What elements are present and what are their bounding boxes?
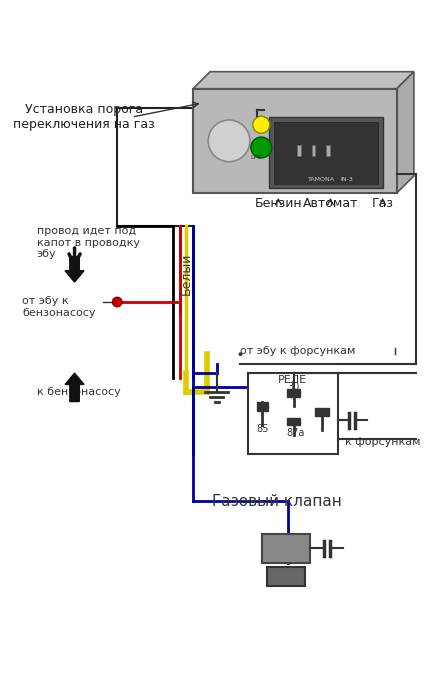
Bar <box>297 145 301 156</box>
Bar <box>267 567 305 586</box>
Circle shape <box>251 137 272 158</box>
Bar <box>193 89 397 193</box>
FancyArrow shape <box>65 373 84 401</box>
Text: провод идет под
капот в проводку
эбу: провод идет под капот в проводку эбу <box>37 226 139 259</box>
Circle shape <box>239 352 242 356</box>
Text: к форсункам: к форсункам <box>345 437 420 447</box>
Bar <box>287 389 300 397</box>
Text: IN-3: IN-3 <box>340 177 353 181</box>
Text: от эбу к форсункам: от эбу к форсункам <box>240 346 356 356</box>
Text: от эбу к
бензонасосу: от эбу к бензонасосу <box>23 296 96 318</box>
Text: РЕЛЕ: РЕЛЕ <box>278 374 307 385</box>
Text: Установка порога
переключения на газ: Установка порога переключения на газ <box>13 103 155 131</box>
Text: Газ: Газ <box>372 197 394 211</box>
Text: к бензонасосу: к бензонасосу <box>37 387 120 397</box>
Circle shape <box>113 297 122 307</box>
Text: 30: 30 <box>288 382 300 392</box>
Circle shape <box>208 120 250 162</box>
Bar <box>274 122 378 183</box>
Text: 87а: 87а <box>286 428 304 437</box>
Text: 85: 85 <box>256 424 268 434</box>
Circle shape <box>253 116 270 133</box>
Bar <box>315 408 329 416</box>
Bar <box>269 117 383 188</box>
Bar <box>287 418 300 425</box>
Polygon shape <box>193 72 414 89</box>
Polygon shape <box>397 72 414 193</box>
Bar <box>256 401 268 411</box>
Bar <box>248 373 338 454</box>
Bar <box>311 145 315 156</box>
Bar <box>262 534 310 563</box>
Text: Автомат: Автомат <box>303 197 358 211</box>
Bar <box>326 145 330 156</box>
Text: Бензин: Бензин <box>255 197 302 211</box>
Text: Белый: Белый <box>180 253 193 294</box>
Text: TAMONA: TAMONA <box>307 177 335 181</box>
FancyArrow shape <box>65 257 84 282</box>
Text: LPG: LPG <box>251 155 262 160</box>
Text: Газовый клапан: Газовый клапан <box>212 494 342 509</box>
